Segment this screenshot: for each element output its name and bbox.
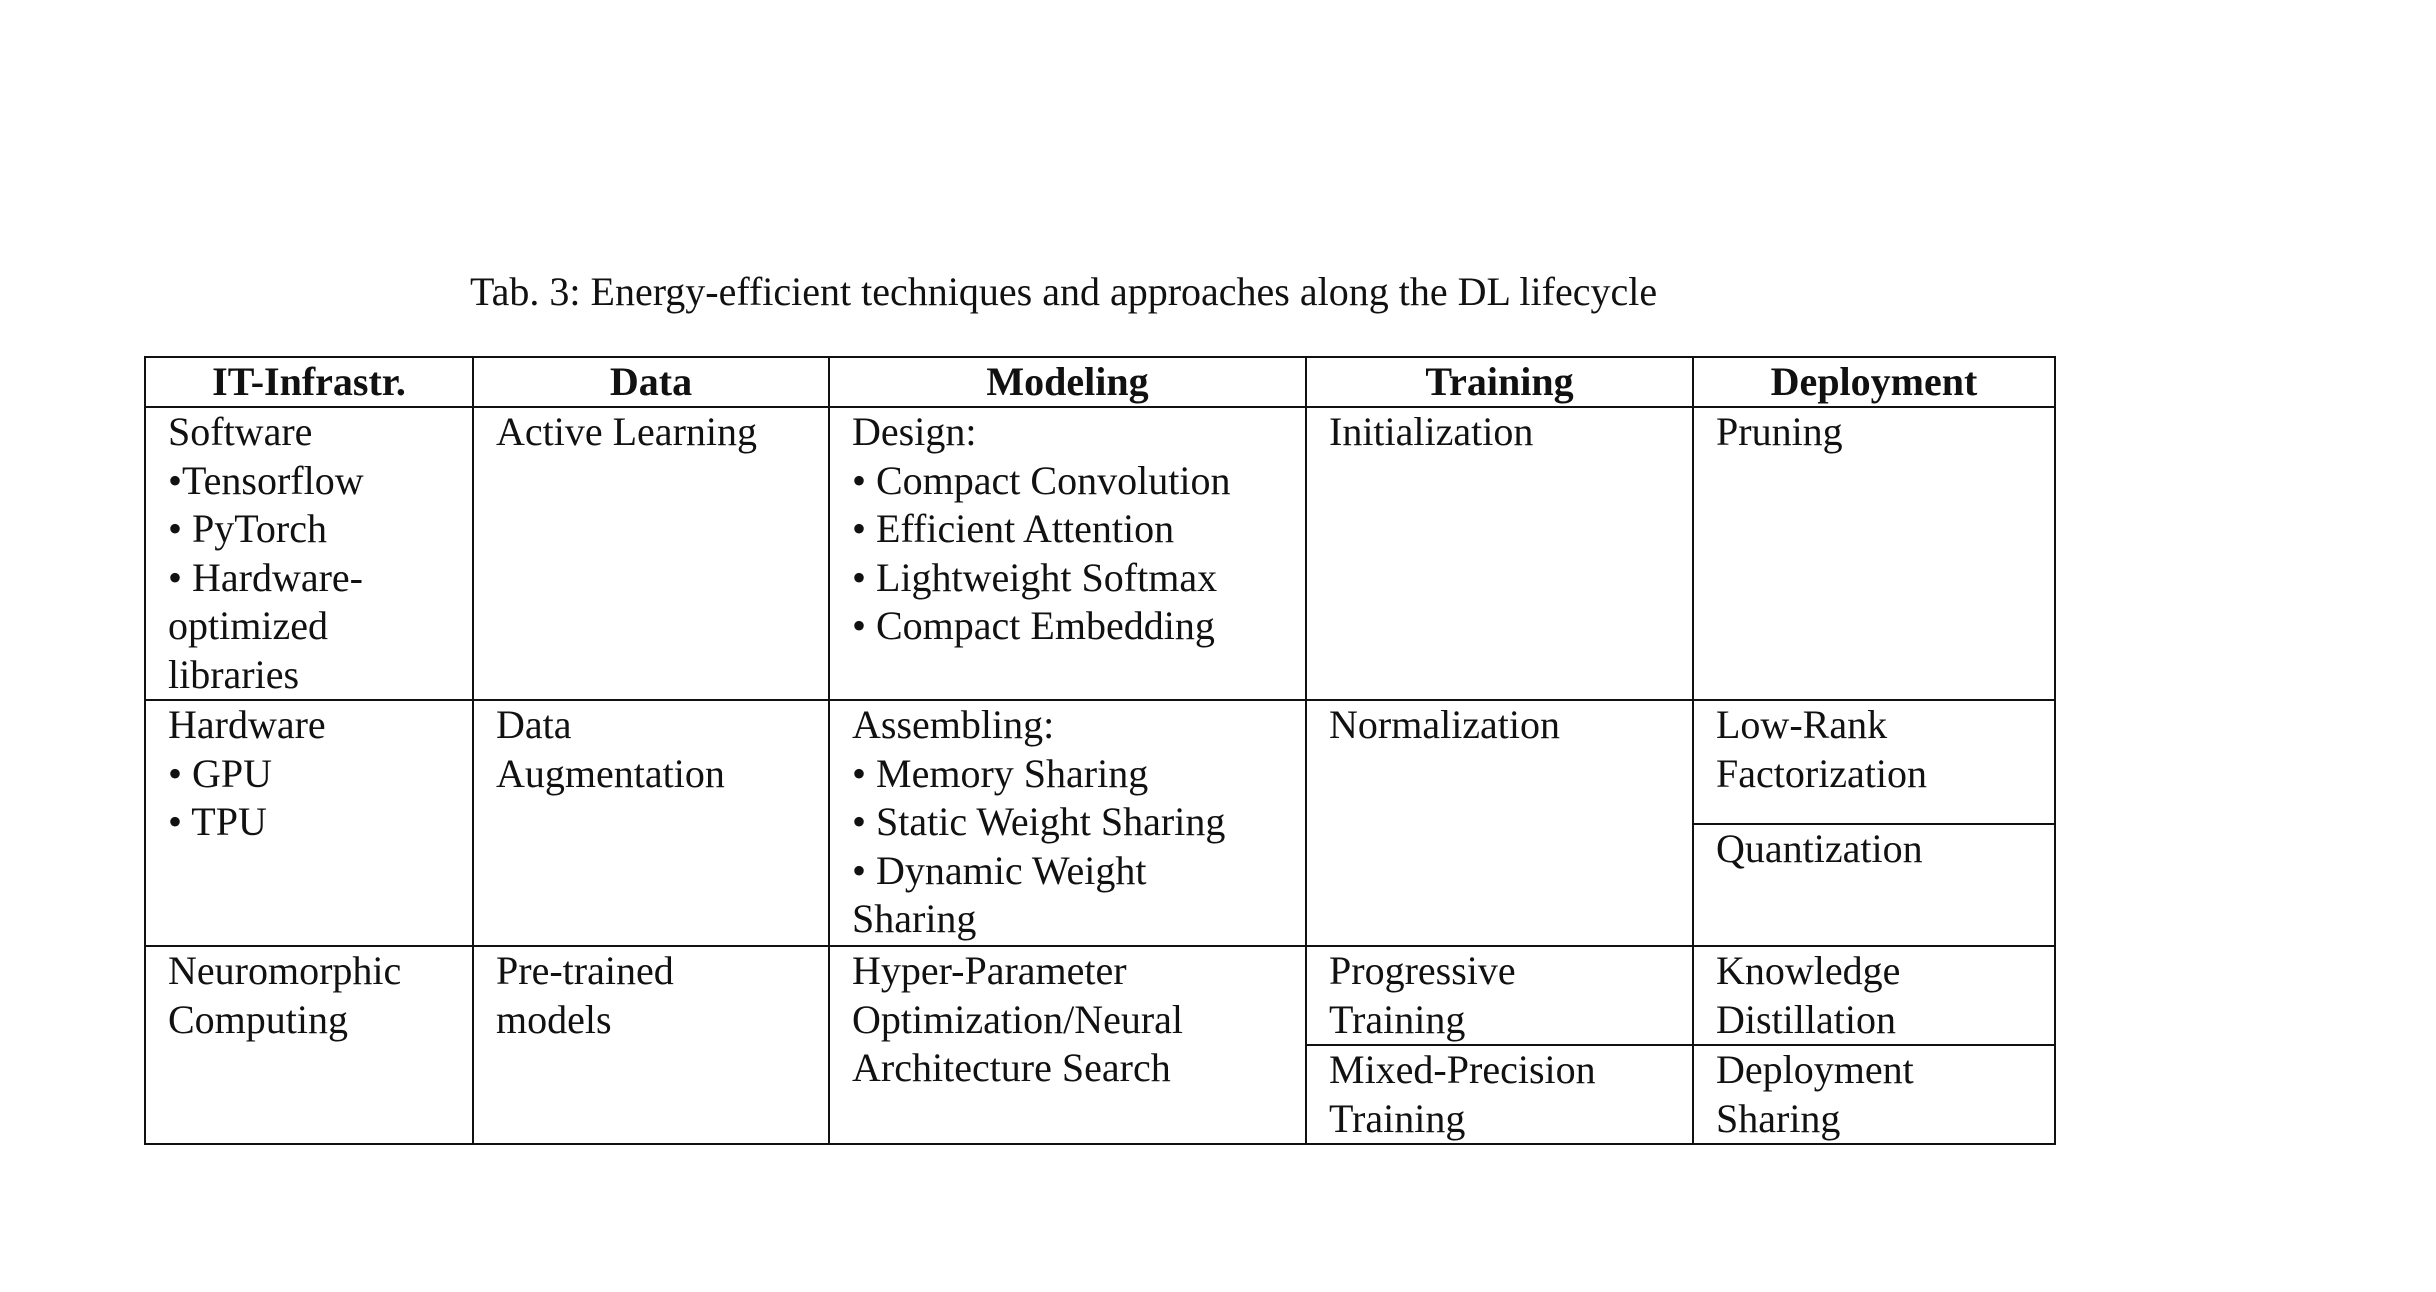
header-row: IT-Infrastr. Data Modeling Training Depl… [144, 356, 2056, 408]
cell-training-normalization: Normalization [1305, 699, 1694, 947]
table-row-neuromorphic-a: Neuromorphic Computing Pre-trained model… [144, 945, 2056, 1145]
cell-deployment-quantization: Quantization [1692, 823, 2056, 947]
cell-data-software: Active Learning [472, 406, 830, 701]
cell-data-augmentation: Data Augmentation [472, 699, 830, 947]
cell-training-mixed-precision: Mixed-Precision Training [1305, 1044, 1694, 1145]
cell-training-initialization: Initialization [1305, 406, 1694, 701]
cell-training-progressive: Progressive Training [1305, 945, 1694, 1046]
cell-infra-software: Software •Tensorflow • PyTorch • Hardwar… [144, 406, 474, 701]
cell-deployment-sharing: Deployment Sharing [1692, 1044, 2056, 1145]
lifecycle-table: IT-Infrastr. Data Modeling Training Depl… [144, 356, 2056, 1145]
cell-infra-hardware: Hardware • GPU • TPU [144, 699, 474, 947]
table-row-software: Software •Tensorflow • PyTorch • Hardwar… [144, 406, 2056, 701]
cell-modeling-design: Design: • Compact Convolution • Efficien… [828, 406, 1307, 701]
table-row-hardware-b: Quantization [145, 823, 2056, 947]
header-data: Data [472, 356, 830, 408]
cell-deployment-knowledge-distillation: Knowledge Distillation [1692, 945, 2056, 1046]
cell-modeling-hpo-nas: Hyper-Parameter Optimization/Neural Arch… [828, 945, 1307, 1145]
header-deployment: Deployment [1692, 356, 2056, 408]
cell-data-pretrained: Pre-trained models [472, 945, 830, 1145]
cell-modeling-assembling: Assembling: • Memory Sharing • Static We… [828, 699, 1307, 947]
header-modeling: Modeling [828, 356, 1307, 408]
table-row-neuromorphic-b: Mixed-Precision Training Deployment Shar… [145, 1044, 2056, 1145]
table-caption: Tab. 3: Energy-efficient techniques and … [470, 269, 1658, 314]
cell-deployment-low-rank: Low-Rank Factorization [1692, 699, 2056, 825]
cell-infra-neuromorphic: Neuromorphic Computing [144, 945, 474, 1145]
header-it-infrastructure: IT-Infrastr. [144, 356, 474, 408]
table-row-hardware-a: Hardware • GPU • TPU Data Augmentation A… [144, 699, 2056, 947]
header-training: Training [1305, 356, 1694, 408]
cell-deployment-pruning: Pruning [1692, 406, 2056, 701]
